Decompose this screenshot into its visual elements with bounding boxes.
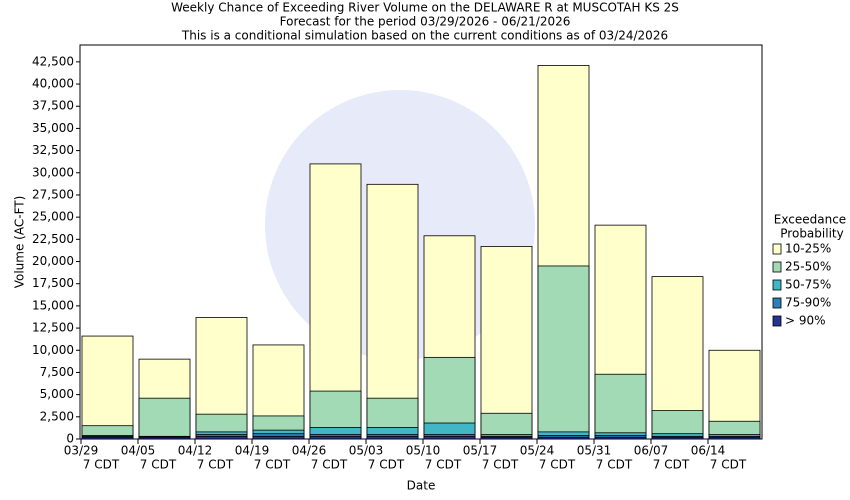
chart-title: This is a conditional simulation based o… bbox=[181, 29, 668, 43]
y-axis-label: Volume (AC-FT) bbox=[13, 196, 27, 289]
y-tick-label: 32,500 bbox=[32, 143, 74, 157]
y-tick-label: 40,000 bbox=[32, 77, 74, 91]
x-axis-label: Date bbox=[407, 479, 436, 493]
legend-label: 50-75% bbox=[785, 278, 831, 292]
legend-label: 10-25% bbox=[785, 242, 831, 256]
x-tick-label: 06/14 bbox=[691, 444, 726, 458]
x-tick-sublabel: 7 CDT bbox=[653, 458, 690, 472]
legend-label: > 90% bbox=[785, 314, 826, 328]
x-tick-sublabel: 7 CDT bbox=[368, 458, 405, 472]
legend-swatch bbox=[772, 279, 782, 291]
bar bbox=[651, 436, 704, 440]
y-tick-label: 22,500 bbox=[32, 232, 74, 246]
bar bbox=[366, 183, 419, 440]
x-tick-sublabel: 7 CDT bbox=[425, 458, 462, 472]
x-tick-label: 05/24 bbox=[520, 444, 555, 458]
y-tick-label: 42,500 bbox=[32, 54, 74, 68]
bar bbox=[423, 435, 476, 440]
legend-title: Probability bbox=[780, 227, 843, 241]
y-tick-label: 2,500 bbox=[40, 409, 74, 423]
y-tick-label: 7,500 bbox=[40, 365, 74, 379]
y-tick-label: 25,000 bbox=[32, 210, 74, 224]
legend-swatch bbox=[772, 297, 782, 309]
x-tick-sublabel: 7 CDT bbox=[197, 458, 234, 472]
y-tick-label: 20,000 bbox=[32, 254, 74, 268]
legend-swatch bbox=[772, 243, 782, 255]
x-tick-label: 05/10 bbox=[406, 444, 441, 458]
x-tick-label: 06/07 bbox=[634, 444, 669, 458]
y-tick-label: 0 bbox=[66, 432, 74, 446]
x-tick-sublabel: 7 CDT bbox=[710, 458, 747, 472]
y-tick-label: 10,000 bbox=[32, 343, 74, 357]
legend-label: 75-90% bbox=[785, 296, 831, 310]
x-tick-label: 04/05 bbox=[121, 444, 156, 458]
bar bbox=[309, 435, 362, 440]
y-tick-label: 5,000 bbox=[40, 387, 74, 401]
y-tick-label: 15,000 bbox=[32, 298, 74, 312]
x-tick-label: 04/26 bbox=[292, 444, 327, 458]
x-tick-sublabel: 7 CDT bbox=[311, 458, 348, 472]
bar bbox=[537, 436, 590, 440]
x-tick-sublabel: 7 CDT bbox=[596, 458, 633, 472]
legend-swatch bbox=[772, 261, 782, 273]
chart-title: Weekly Chance of Exceeding River Volume … bbox=[171, 1, 679, 15]
plot-frame bbox=[79, 44, 763, 440]
bar bbox=[480, 246, 533, 440]
y-tick-label: 27,500 bbox=[32, 187, 74, 201]
x-tick-sublabel: 7 CDT bbox=[254, 458, 291, 472]
x-tick-sublabel: 7 CDT bbox=[140, 458, 177, 472]
bar bbox=[537, 265, 590, 440]
legend-swatch bbox=[772, 315, 782, 327]
bar bbox=[252, 435, 305, 440]
y-tick-label: 37,500 bbox=[32, 99, 74, 113]
bar bbox=[138, 397, 191, 440]
bar bbox=[708, 436, 761, 440]
y-tick-label: 35,000 bbox=[32, 121, 74, 135]
y-tick-label: 30,000 bbox=[32, 165, 74, 179]
x-tick-label: 03/29 bbox=[64, 444, 99, 458]
x-tick-sublabel: 7 CDT bbox=[539, 458, 576, 472]
x-tick-label: 04/19 bbox=[235, 444, 270, 458]
bar bbox=[195, 435, 248, 440]
y-tick-label: 17,500 bbox=[32, 276, 74, 290]
bar bbox=[81, 335, 134, 440]
x-tick-label: 05/31 bbox=[577, 444, 612, 458]
bar bbox=[480, 436, 533, 440]
x-tick-sublabel: 7 CDT bbox=[482, 458, 519, 472]
chart-title: Forecast for the period 03/29/2026 - 06/… bbox=[280, 15, 571, 29]
x-tick-label: 04/12 bbox=[178, 444, 213, 458]
x-tick-sublabel: 7 CDT bbox=[83, 458, 120, 472]
bar bbox=[594, 436, 647, 440]
x-tick-label: 05/03 bbox=[349, 444, 384, 458]
bar bbox=[366, 435, 419, 440]
x-tick-label: 05/17 bbox=[463, 444, 498, 458]
legend-title: Exceedance bbox=[774, 213, 846, 227]
bar bbox=[81, 436, 134, 440]
y-tick-label: 12,500 bbox=[32, 321, 74, 335]
bar bbox=[138, 437, 191, 440]
bar bbox=[594, 373, 647, 440]
legend-label: 25-50% bbox=[785, 260, 831, 274]
